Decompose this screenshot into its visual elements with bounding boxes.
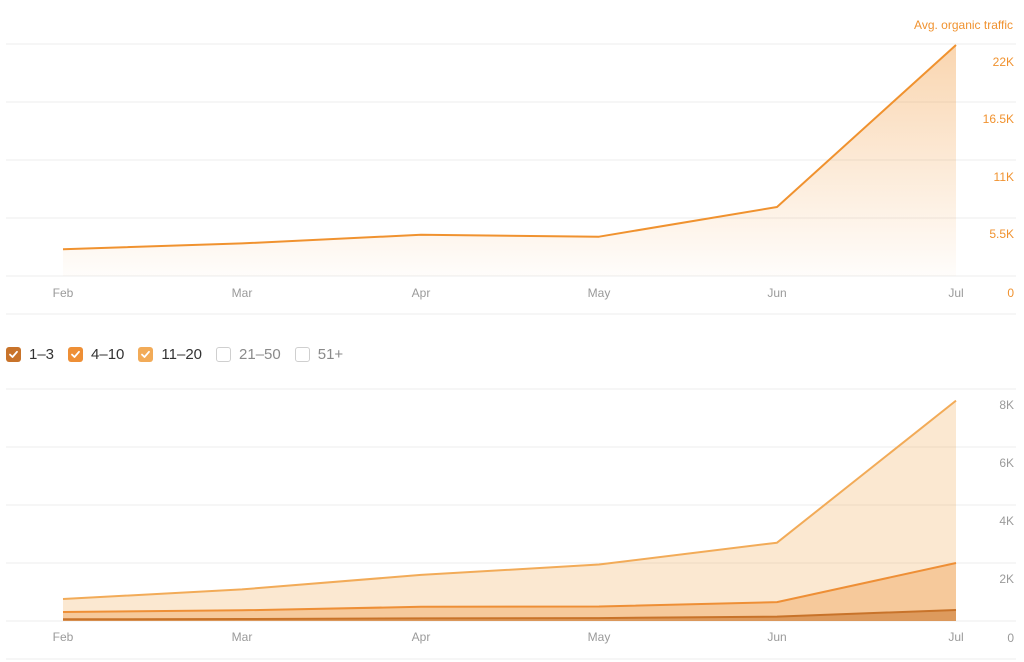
legend-item-21-50[interactable]: 21–50: [216, 346, 281, 363]
y-tick-label: 16.5K: [983, 112, 1014, 126]
legend-label-51-plus: 51+: [317, 345, 344, 363]
avg-organic-traffic-chart: Avg. organic traffic 0 5.5K 11K 16.5K 22K Feb M…: [6, 18, 1016, 315]
x-tick-label: Jul: [948, 630, 963, 644]
traffic-area: [63, 45, 956, 276]
x-tick-label: Mar: [232, 286, 253, 300]
y-tick-label: 5.5K: [989, 227, 1014, 241]
line-11–20: [62, 399, 957, 600]
checkbox-1-3[interactable]: [6, 346, 21, 362]
x-tick-label: Feb: [53, 630, 74, 644]
legend-item-11-20[interactable]: 11–20: [138, 346, 202, 363]
x-tick-label: Jul: [948, 286, 963, 300]
y-tick-label: 2K: [999, 572, 1014, 586]
checkbox-11-20[interactable]: [138, 346, 154, 362]
area-1–3: [63, 610, 956, 621]
legend-item-4-10[interactable]: 4–10: [68, 346, 124, 363]
line-1–3: [62, 609, 957, 621]
line-4–10: [62, 562, 957, 613]
y-tick-label: 4K: [999, 514, 1014, 528]
legend-label-4-10: 4–10: [91, 345, 125, 363]
y-tick-label: 11K: [994, 170, 1014, 184]
legend-label-11-20: 11–20: [161, 345, 203, 363]
x-tick-label: Feb: [53, 286, 74, 300]
y-tick-label: 0: [1007, 631, 1014, 645]
legend-label-21-50: 21–50: [239, 345, 281, 363]
traffic-line: [62, 44, 957, 251]
y-axis-title: Avg. organic traffic: [914, 18, 1013, 32]
area-4–10: [63, 563, 956, 621]
legend-item-1-3[interactable]: 1–3: [6, 346, 54, 363]
x-tick-label: May: [588, 630, 611, 644]
checkbox-4-10[interactable]: [68, 346, 84, 362]
check-icon: [71, 350, 80, 358]
legend-label-1-3: 1–3: [29, 345, 55, 363]
legend-item-51-plus[interactable]: 51+: [294, 345, 344, 363]
y-tick-label: 8K: [999, 398, 1014, 412]
area-11–20: [63, 400, 956, 621]
x-tick-label: Jun: [767, 630, 786, 644]
check-icon: [9, 350, 18, 358]
x-tick-label: Jun: [767, 286, 786, 300]
x-tick-label: May: [588, 286, 611, 300]
x-tick-label: Apr: [412, 286, 431, 300]
check-icon: [141, 350, 151, 358]
y-tick-label: 0: [1007, 286, 1014, 300]
position-legend: 1–3 4–10 11–20 21–50 51+: [6, 344, 357, 364]
y-tick-label: 6K: [999, 456, 1014, 470]
checkbox-51-plus[interactable]: [294, 346, 310, 362]
checkbox-21-50[interactable]: [216, 346, 232, 362]
y-tick-label: 22K: [993, 55, 1014, 69]
x-tick-label: Mar: [232, 630, 253, 644]
x-tick-label: Apr: [412, 630, 431, 644]
